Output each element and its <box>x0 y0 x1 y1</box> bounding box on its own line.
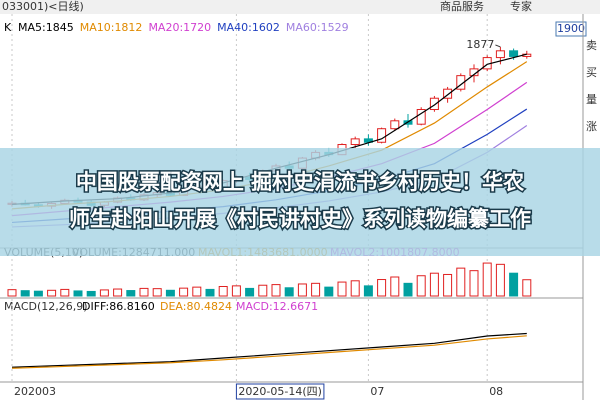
date-highlight <box>235 383 325 400</box>
volume-bar <box>324 286 334 297</box>
volume-bar <box>443 273 453 297</box>
dea-line <box>11 335 527 369</box>
volume-bar <box>179 287 189 297</box>
macd-legend: DEA:80.4824 <box>160 300 232 313</box>
ma-legend: MA5:1845 <box>18 21 74 34</box>
volume-bar <box>363 285 373 297</box>
ma-legend: MA10:1812 <box>80 21 143 34</box>
peak-pointer <box>495 44 501 48</box>
ma-legend: MA20:1720 <box>148 21 211 34</box>
candle-body <box>443 88 453 99</box>
volume-bar <box>245 287 255 297</box>
legend-prefix: K <box>4 21 12 34</box>
volume-bar <box>113 288 123 297</box>
volume-bar <box>33 290 43 297</box>
volume-bar <box>416 275 426 297</box>
volume-bar <box>218 286 228 297</box>
volume-bar <box>192 286 202 297</box>
candle-body <box>390 120 400 130</box>
date-label: 2020-05-14(四) <box>238 385 322 398</box>
candle-body <box>469 68 479 77</box>
volume-bar <box>482 262 492 297</box>
peak-label: 1877 <box>466 38 494 51</box>
volume-bar <box>139 287 149 297</box>
candle-body <box>350 138 360 146</box>
diff-line <box>11 332 527 368</box>
volume-bar <box>495 263 505 297</box>
volume-bar <box>258 284 268 297</box>
volume-bar <box>165 289 175 297</box>
volume-bar <box>337 281 347 297</box>
price-box <box>555 21 587 37</box>
volume-bar <box>231 285 241 297</box>
volume-bar <box>284 287 294 297</box>
volume-bar <box>47 289 57 297</box>
volume-bar <box>20 290 30 297</box>
volume-bar <box>152 288 162 297</box>
volume-bar <box>205 288 215 297</box>
volume-bar <box>99 289 109 297</box>
side-button: 卖 <box>586 39 597 52</box>
macd-legend: MACD(12,26,9) <box>4 300 88 313</box>
volume-bar <box>73 290 83 297</box>
headline-banner <box>0 148 600 256</box>
candle-body <box>416 109 426 125</box>
volume-bar <box>469 270 479 297</box>
macd-legend: DIFF:86.8160 <box>82 300 155 313</box>
headline-line: 师生赴阳山开展《村民讲村史》系列读物编纂工作 <box>69 207 531 231</box>
side-button: 涨 <box>586 120 597 133</box>
volume-bar <box>311 282 321 297</box>
volume-bar <box>522 279 532 297</box>
volume-bar <box>297 283 307 297</box>
volume-bar <box>7 289 17 297</box>
volume-bar <box>86 290 96 297</box>
volume-bar <box>390 276 400 297</box>
volume-bar <box>126 290 136 297</box>
candle-body <box>509 50 519 57</box>
menu-button[interactable]: 专家 <box>510 0 532 13</box>
volume-bar <box>350 280 360 297</box>
volume-bar <box>403 282 413 297</box>
top-bar <box>0 0 600 14</box>
volume-bar <box>509 272 519 297</box>
candle-body <box>377 128 387 143</box>
candle-body <box>456 75 466 90</box>
ma-legend: MA40:1602 <box>217 21 280 34</box>
price-box-text: 1900 <box>557 22 585 35</box>
side-button: 买 <box>586 66 597 79</box>
macd-legend: MACD:12.6671 <box>236 300 318 313</box>
candle-body <box>429 97 439 111</box>
volume-bar <box>377 279 387 297</box>
date-label: 07 <box>370 385 384 398</box>
volume-bar <box>271 284 281 297</box>
headline-line: 中国股票配资网上 掘村史涓流书乡村历史！华农 <box>76 170 524 194</box>
date-label: 08 <box>489 385 503 398</box>
date-label: 202003 <box>14 385 56 398</box>
ma-legend: MA60:1529 <box>286 21 349 34</box>
volume-bar <box>456 267 466 297</box>
volume-bar <box>60 288 70 297</box>
candle-body <box>495 50 505 59</box>
menu-button[interactable]: 商品服务 <box>440 0 484 13</box>
side-button: 量 <box>586 93 597 106</box>
stock-code: 033001)<日线) <box>2 0 84 13</box>
volume-bar <box>429 272 439 297</box>
